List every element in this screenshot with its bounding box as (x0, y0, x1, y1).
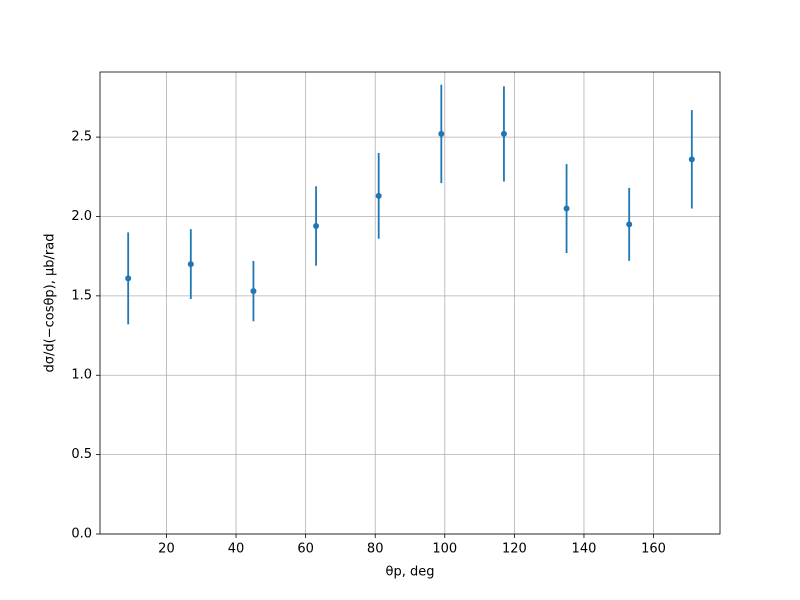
data-point (688, 156, 695, 163)
x-tick-label: 160 (641, 542, 666, 557)
y-tick-label: 2.5 (71, 130, 92, 145)
x-tick-label: 100 (432, 542, 457, 557)
x-tick-label: 80 (367, 542, 384, 557)
x-tick-label: 20 (158, 542, 175, 557)
data-point (187, 261, 194, 268)
data-point (438, 130, 445, 137)
x-tick-label: 120 (502, 542, 527, 557)
data-point (250, 288, 257, 295)
data-point (125, 275, 132, 282)
data-point (313, 223, 320, 229)
y-tick-label: 0.0 (71, 527, 92, 542)
x-axis-label: θp, deg (386, 565, 435, 580)
x-tick-label: 140 (572, 542, 597, 557)
plot-frame (99, 71, 721, 535)
x-tick-label: 60 (297, 542, 314, 557)
y-tick-label: 1.0 (71, 368, 92, 383)
data-point (626, 221, 633, 228)
y-tick-label: 0.5 (71, 447, 92, 462)
data-point (375, 192, 382, 199)
data-point (500, 130, 507, 137)
y-tick-label: 1.5 (71, 288, 92, 303)
y-tick-label: 2.0 (71, 209, 92, 224)
y-axis-label: dσ/d(−cosθp), μb/rad (43, 234, 58, 373)
data-point (563, 205, 570, 212)
x-tick-label: 40 (228, 542, 245, 557)
